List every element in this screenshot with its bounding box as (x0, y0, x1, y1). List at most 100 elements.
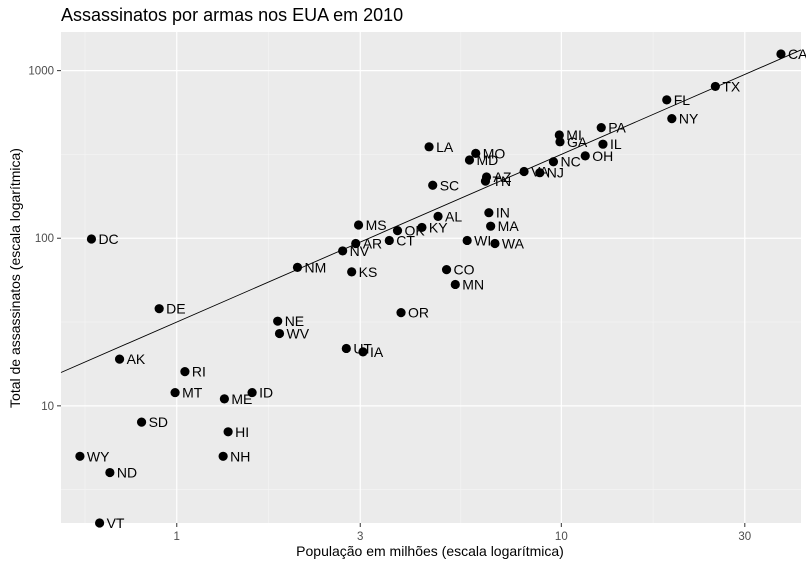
data-point-ky (417, 222, 427, 233)
point-label-oh: OH (592, 148, 613, 164)
data-points (75, 49, 786, 528)
data-point-wi (462, 235, 472, 246)
data-point-va (519, 166, 529, 177)
point-label-co: CO (454, 262, 475, 278)
point-label-fl: FL (674, 92, 691, 108)
point-label-ky: KY (429, 219, 448, 235)
data-point-pa (596, 123, 606, 133)
data-point-or (396, 308, 406, 318)
point-label-sd: SD (149, 414, 168, 430)
point-label-ak: AK (127, 351, 146, 367)
data-point-ma (486, 221, 496, 231)
data-point-ri (180, 367, 190, 377)
data-point-ut (341, 343, 351, 354)
point-label-ny: NY (679, 111, 699, 127)
data-point-mt (170, 387, 180, 398)
data-point-ar (351, 238, 361, 249)
y-axis-title: Total de assassinatos (escala logarítmic… (7, 148, 23, 408)
data-point-co (441, 264, 452, 275)
point-label-la: LA (436, 139, 454, 155)
chart-title: Assassinatos por armas nos EUA em 2010 (61, 5, 403, 25)
data-point-ne (273, 316, 283, 326)
data-point-nh (218, 451, 228, 461)
data-point-nd (105, 467, 115, 478)
data-point-ks (347, 267, 357, 277)
data-point-nc (548, 157, 559, 167)
point-label-md: MD (476, 152, 498, 168)
data-point-sc (428, 180, 438, 190)
point-label-wa: WA (502, 236, 525, 252)
point-label-dc: DC (98, 231, 118, 247)
x-tick-label: 30 (738, 531, 751, 543)
data-point-wa (490, 238, 500, 249)
point-label-wi: WI (474, 232, 491, 248)
point-label-az: AZ (494, 169, 512, 185)
point-label-nm: NM (304, 259, 326, 275)
point-label-ma: MA (498, 218, 520, 234)
point-label-ia: IA (370, 344, 384, 360)
data-point-ms (353, 220, 364, 230)
data-point-wv (274, 328, 285, 339)
data-point-ca (776, 49, 786, 59)
point-label-nj: NJ (547, 165, 564, 181)
point-label-ne: NE (285, 313, 304, 329)
point-label-nh: NH (230, 448, 250, 464)
point-label-tn: TN (492, 173, 511, 189)
y-tick-label: 1000 (28, 66, 54, 78)
point-label-ga: GA (567, 134, 588, 150)
point-label-nd: ND (117, 465, 137, 481)
point-label-wv: WV (287, 326, 310, 342)
data-point-nv (338, 246, 348, 256)
data-point-de (154, 304, 164, 314)
point-label-or: OR (408, 305, 429, 321)
point-label-hi: HI (235, 424, 249, 440)
point-label-ct: CT (396, 232, 415, 248)
point-label-nv: NV (350, 243, 370, 259)
trend-line (60, 49, 802, 373)
point-label-ms: MS (366, 217, 387, 233)
point-label-nc: NC (560, 154, 580, 170)
data-point-sd (136, 417, 147, 427)
y-axis-ticks: 10 100 1000 (28, 66, 61, 413)
data-point-fl (662, 95, 672, 105)
x-axis-title: População em milhões (escala logarítmica… (296, 543, 564, 559)
point-label-de: DE (166, 301, 185, 317)
grid-minor (61, 32, 801, 523)
grid-major (61, 32, 801, 523)
x-tick-label: 1 (174, 531, 180, 543)
point-label-ks: KS (359, 264, 378, 280)
point-label-al: AL (445, 208, 462, 224)
point-label-ca: CA (788, 46, 806, 62)
point-label-ok: OK (405, 223, 426, 239)
data-point-mi (554, 130, 564, 140)
point-label-pa: PA (608, 120, 626, 136)
data-point-ok (392, 226, 403, 236)
x-axis-ticks: 1 3 10 30 (174, 523, 751, 543)
x-tick-label: 10 (555, 531, 568, 543)
data-point-ct (384, 235, 394, 246)
data-point-ga (555, 137, 565, 147)
point-label-ar: AR (363, 236, 382, 252)
point-label-ri: RI (192, 364, 206, 380)
data-point-ny (667, 114, 677, 124)
data-point-hi (223, 427, 233, 437)
data-point-vt (94, 518, 105, 528)
data-point-in (484, 208, 494, 218)
data-point-ia (358, 347, 368, 357)
plot-panel (61, 32, 801, 523)
data-point-mn (450, 279, 460, 290)
point-label-in: IN (496, 205, 510, 221)
y-tick-label: 10 (41, 401, 54, 413)
point-label-vt: VT (107, 515, 125, 531)
data-point-nj (535, 168, 545, 178)
point-label-sc: SC (440, 177, 459, 193)
point-label-me: ME (231, 391, 252, 407)
data-point-tx (710, 81, 720, 92)
data-point-md (464, 155, 475, 165)
data-point-oh (580, 151, 590, 161)
point-label-il: IL (610, 136, 622, 152)
point-label-tx: TX (722, 78, 741, 94)
data-point-wy (75, 451, 85, 461)
point-label-va: VA (531, 164, 549, 180)
